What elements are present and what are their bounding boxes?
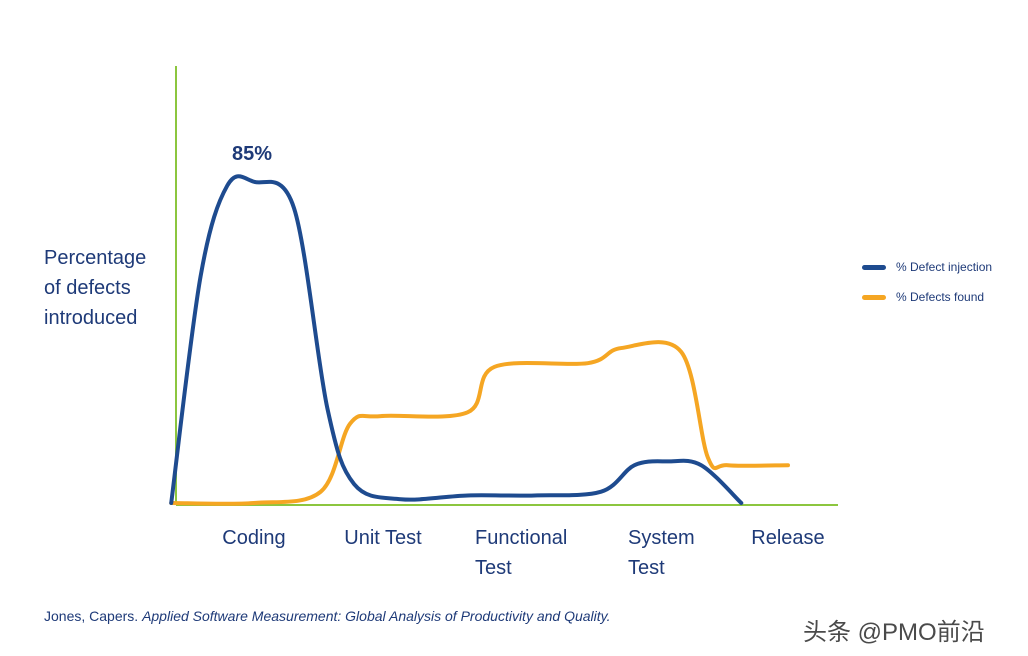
x-tick-label: Coding [222,527,285,549]
series-line-defects-found [169,340,790,506]
source-authors: Jones, Capers. [44,608,139,624]
legend: % Defect injection % Defects found [862,252,992,312]
legend-swatch-defect-injection [862,264,886,270]
x-tick-label: Functional Test [475,527,567,579]
x-tick-label: Release [751,527,824,549]
legend-item-defects-found: % Defects found [862,282,992,312]
legend-label-defects-found: % Defects found [896,290,985,304]
source-title: Applied Software Measurement: Global Ana… [142,608,611,624]
x-tick-label: Unit Test [344,527,422,549]
source-citation: Jones, Capers. Applied Software Measurem… [44,608,611,624]
legend-item-defect-injection: % Defect injection [862,252,992,282]
annotations: 85% [232,143,272,165]
y-axis-label: Percentage of defects introduced [44,247,147,329]
legend-swatch-defects-found [862,294,886,300]
annotation-peak: 85% [232,143,272,165]
watermark: 头条 @PMO前沿 [803,619,985,646]
series-group [169,174,790,506]
x-tick-label: System Test [628,527,695,579]
legend-label-defect-injection: % Defect injection [896,260,993,274]
x-tick-labels: Coding Unit Test Functional Test System Test R… [222,527,824,579]
series-line-defect-injection [169,174,744,505]
